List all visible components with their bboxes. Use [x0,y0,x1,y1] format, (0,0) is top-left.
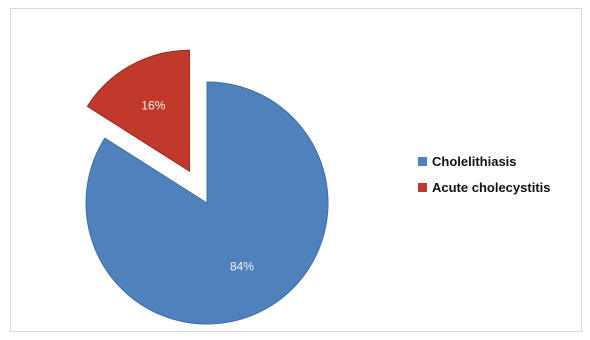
legend-item-acute-cholecystitis: Acute cholecystitis [418,174,551,200]
slice-label-cholelithiasis: 84% [230,260,254,274]
legend-swatch-cholelithiasis [418,156,427,166]
legend-label-cholelithiasis: Cholelithiasis [432,153,517,169]
legend-label-acute-cholecystitis: Acute cholecystitis [432,179,551,195]
legend-swatch-acute-cholecystitis [418,182,427,192]
pie-slice-acute-cholecystitis [86,49,191,173]
pie-slice-cholelithiasis [85,81,329,325]
legend-item-cholelithiasis: Cholelithiasis [418,148,551,174]
chart-legend: Cholelithiasis Acute cholecystitis [418,148,551,200]
slice-label-acute-cholecystitis: 16% [141,98,165,112]
